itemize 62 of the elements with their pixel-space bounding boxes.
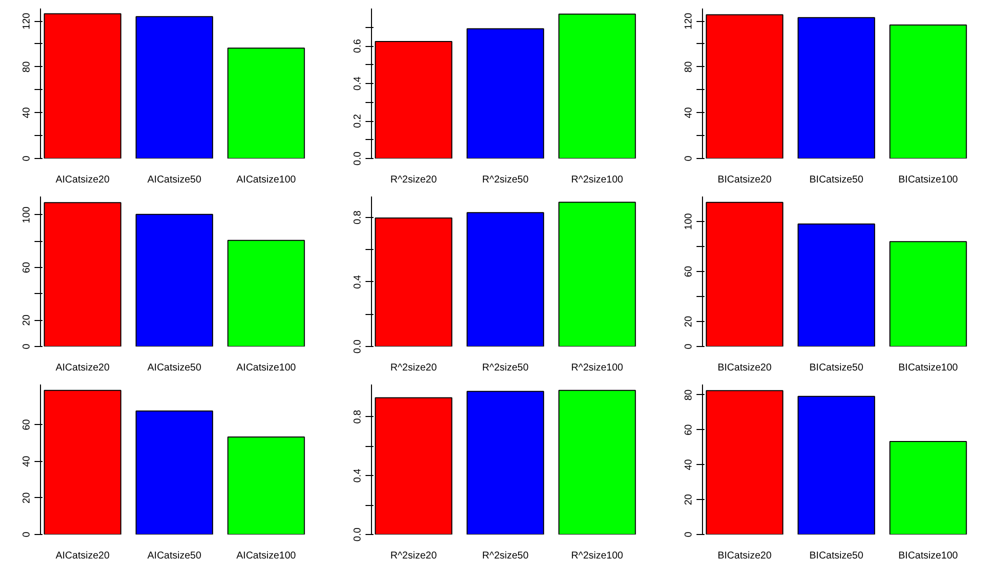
x-tick-label: AICatsize100 — [236, 362, 296, 374]
y-tick-label: 0.2 — [352, 114, 364, 128]
y-tick-label: 40 — [684, 458, 694, 470]
y-tick-label: 0.0 — [352, 339, 364, 354]
x-tick-label: BICatsize50 — [809, 550, 864, 562]
x-tick-label: BICatsize20 — [718, 174, 772, 186]
y-tick-label: 40 — [22, 106, 32, 118]
y-tick-label: 0.0 — [352, 527, 364, 542]
y-tick-label: 0 — [684, 343, 694, 350]
x-tick-label: AICatsize50 — [147, 550, 202, 562]
x-tick-label: AICatsize100 — [236, 174, 296, 186]
y-tick-label: 0.8 — [352, 210, 364, 224]
x-tick-label: R^2size20 — [390, 362, 438, 374]
x-tick-label: AICatsize20 — [56, 174, 110, 186]
y-tick-label: 60 — [22, 262, 32, 274]
x-tick-label: BICatsize50 — [809, 174, 864, 186]
x-tick-label: BICatsize100 — [898, 362, 958, 374]
x-tick-label: R^2size20 — [390, 550, 438, 562]
x-tick-label: AICatsize20 — [56, 550, 110, 562]
y-tick-label: 80 — [684, 60, 694, 72]
x-tick-label: AICatsize50 — [147, 174, 202, 186]
x-tick-label: BICatsize50 — [809, 362, 864, 374]
x-tick-label: BICatsize100 — [898, 550, 958, 562]
y-tick-label: 60 — [684, 424, 694, 436]
y-tick-label: 0.6 — [352, 38, 364, 53]
y-tick-label: 60 — [22, 418, 32, 430]
y-tick-label: 20 — [684, 316, 694, 328]
y-tick-label: 0 — [22, 531, 32, 538]
y-tick-label: 0 — [22, 343, 32, 350]
y-tick-label: 0.0 — [352, 151, 364, 166]
y-tick-label: 100 — [684, 212, 694, 230]
y-tick-label: 80 — [22, 60, 32, 72]
y-tick-label: 0 — [684, 155, 694, 162]
x-tick-label: R^2size50 — [482, 174, 529, 186]
y-tick-label: 60 — [684, 266, 694, 278]
x-tick-label: R^2size20 — [390, 174, 438, 186]
x-tick-label: BICatsize20 — [718, 550, 772, 562]
y-tick-label: 120 — [684, 12, 694, 30]
x-tick-label: R^2size100 — [571, 362, 624, 374]
y-tick-label: 20 — [684, 494, 694, 506]
y-tick-label: 20 — [22, 492, 32, 504]
y-tick-label: 100 — [22, 206, 32, 224]
x-tick-label: BICatsize20 — [718, 362, 772, 374]
y-tick-label: 0.4 — [352, 468, 364, 483]
y-tick-label: 0.4 — [352, 274, 364, 289]
x-tick-label: AICatsize100 — [236, 550, 296, 562]
y-tick-label: 120 — [22, 12, 32, 30]
x-tick-label: R^2size100 — [571, 174, 624, 186]
y-tick-label: 0 — [22, 155, 32, 162]
y-tick-label: 0 — [684, 531, 694, 538]
y-tick-label: 40 — [684, 106, 694, 118]
y-tick-label: 80 — [684, 388, 694, 401]
x-tick-label: R^2size50 — [482, 550, 529, 562]
y-tick-label: 40 — [22, 455, 32, 467]
x-tick-label: AICatsize50 — [147, 362, 202, 374]
x-tick-label: R^2size50 — [482, 362, 529, 374]
x-tick-label: AICatsize20 — [56, 362, 110, 374]
y-tick-label: 0.4 — [352, 76, 364, 90]
x-tick-label: R^2size100 — [571, 550, 624, 562]
x-tick-label: BICatsize100 — [898, 174, 958, 186]
y-tick-label: 0.8 — [352, 409, 364, 424]
y-tick-label: 20 — [22, 314, 32, 326]
